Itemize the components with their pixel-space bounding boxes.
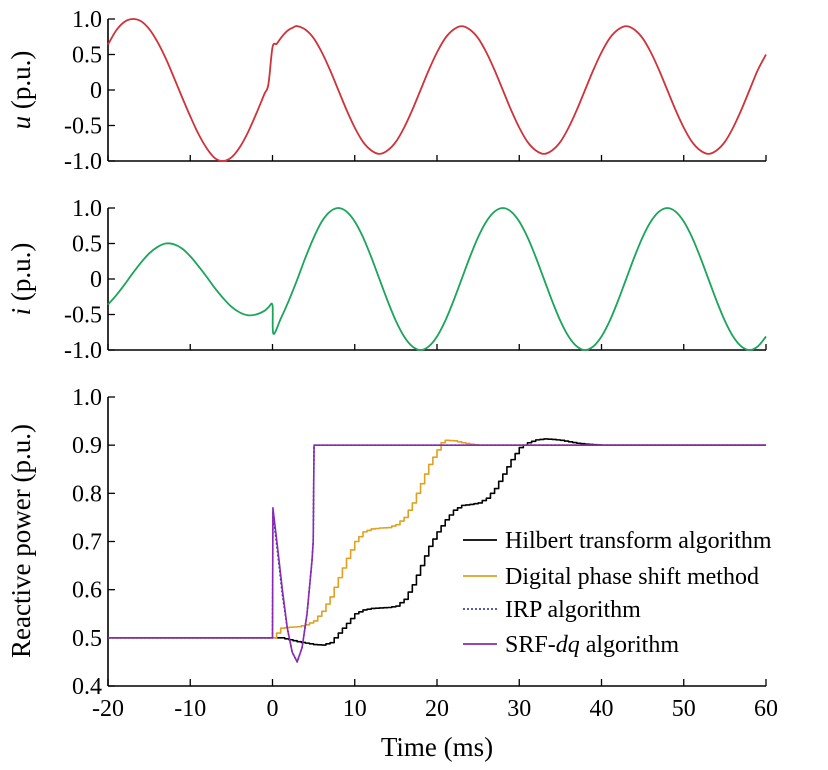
current-y-axis-label: i (p.u.) <box>6 243 36 316</box>
legend-label-srf-dq-rest: algorithm <box>580 632 680 658</box>
y-tick-label: -0.5 <box>64 114 102 140</box>
y-tick-label: -0.5 <box>64 303 102 329</box>
x-tick-label: 30 <box>507 696 531 722</box>
current-x-ticks <box>107 344 767 350</box>
y-tick-label: 0.9 <box>72 433 102 459</box>
power-series <box>108 438 766 663</box>
x-tick-label: 40 <box>590 696 614 722</box>
y-tick-label: 0.4 <box>72 674 102 700</box>
power-x-ticks: -20 -10 0 10 20 30 40 50 60 <box>92 679 778 722</box>
series-line-1-0 <box>107 207 767 351</box>
panel-current: 1.0 0.5 0 -0.5 -1.0 i (p.u.) <box>6 196 767 364</box>
x-tick-label: 10 <box>343 696 367 722</box>
x-tick-label: -20 <box>92 696 124 722</box>
series-line-2-3 <box>108 444 766 663</box>
y-tick-label: 0 <box>90 267 102 293</box>
power-y-axis-label: Reactive power (p.u.) <box>6 424 36 658</box>
legend-label-irp: IRP algorithm <box>505 597 641 623</box>
legend: Hilbert transform algorithm Digital phas… <box>463 528 772 658</box>
voltage-x-ticks <box>107 155 767 161</box>
legend-item-hilbert: Hilbert transform algorithm <box>463 528 772 554</box>
series-line-0-0 <box>107 18 767 162</box>
legend-item-irp: IRP algorithm <box>463 597 641 623</box>
legend-label-srf-dq-part: SRF- <box>505 632 556 658</box>
y-tick-label: 0.6 <box>72 578 102 604</box>
panel-reactive-power: 1.0 0.9 0.8 0.7 0.6 0.5 0.4 -20 -10 0 10 20 30 40 50 6… <box>6 385 778 762</box>
panel-voltage: 1.0 0.5 0 -0.5 -1.0 u (p.u.) <box>6 7 767 175</box>
legend-item-srf-dq: SRF-dq algorithm <box>463 632 679 658</box>
legend-item-digital-phase-shift: Digital phase shift method <box>463 564 759 590</box>
x-tick-label: 60 <box>754 696 778 722</box>
x-tick-label: 20 <box>425 696 449 722</box>
legend-label-srf-dq-text: SRF-dq algorithm <box>505 632 679 658</box>
legend-label-srf-dq-italic: dq <box>556 632 580 658</box>
y-tick-label: 0.5 <box>72 43 102 69</box>
y-tick-label: 0.7 <box>72 530 102 556</box>
legend-label-srf-dq: SRF-dq algorithm <box>505 632 679 658</box>
voltage-y-ticks: 1.0 0.5 0 -0.5 -1.0 <box>64 7 115 175</box>
voltage-y-axis-label: u (p.u.) <box>6 51 36 130</box>
x-tick-label: 0 <box>267 696 279 722</box>
x-tick-label: -10 <box>174 696 206 722</box>
y-tick-label: 1.0 <box>72 7 102 33</box>
legend-label-hilbert: Hilbert transform algorithm <box>505 528 772 554</box>
legend-label-digital-phase-shift: Digital phase shift method <box>505 564 759 590</box>
y-tick-label: 0.5 <box>72 232 102 258</box>
y-tick-label: 0 <box>90 78 102 104</box>
y-tick-label: 1.0 <box>72 385 102 411</box>
y-tick-label: -1.0 <box>64 149 102 175</box>
y-tick-label: 0.8 <box>72 481 102 507</box>
y-tick-label: 0.5 <box>72 626 102 652</box>
voltage-series <box>107 18 767 162</box>
current-series <box>107 207 767 351</box>
x-axis-label: Time (ms) <box>381 732 493 762</box>
y-tick-label: -1.0 <box>64 338 102 364</box>
y-tick-label: 1.0 <box>72 196 102 222</box>
current-y-ticks: 1.0 0.5 0 -0.5 -1.0 <box>64 196 115 364</box>
power-y-ticks: 1.0 0.9 0.8 0.7 0.6 0.5 0.4 <box>72 385 115 700</box>
x-tick-label: 50 <box>672 696 696 722</box>
